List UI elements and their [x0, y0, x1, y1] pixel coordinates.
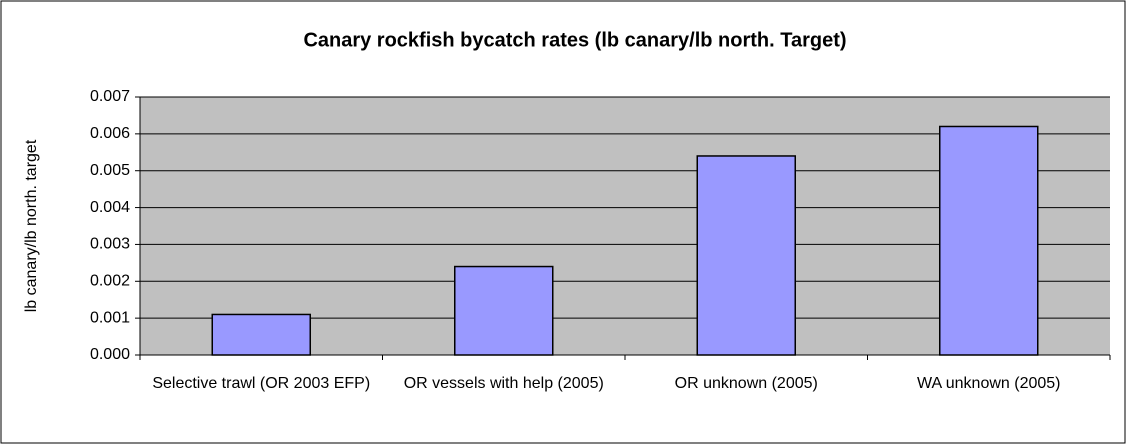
y-tick-label: 0.005 — [90, 162, 130, 179]
x-tick-label: OR unknown (2005) — [674, 375, 818, 392]
x-tick-label: WA unknown (2005) — [917, 375, 1061, 392]
y-tick-label: 0.002 — [90, 273, 130, 290]
bar — [939, 125, 1039, 356]
x-tick-label: OR vessels with help (2005) — [403, 375, 604, 392]
bar — [696, 155, 796, 356]
y-tick-label: 0.004 — [90, 199, 130, 216]
bar — [211, 313, 311, 356]
y-tick-label: 0.001 — [90, 309, 130, 326]
y-tick-label: 0.007 — [90, 88, 130, 105]
bar — [454, 265, 554, 356]
x-tick-label: Selective trawl (OR 2003 EFP) — [152, 375, 371, 392]
y-tick-label: 0.006 — [90, 125, 130, 142]
y-tick-label: 0.003 — [90, 236, 130, 253]
chart-title: Canary rockfish bycatch rates (lb canary… — [303, 29, 846, 51]
y-axis-label: lb canary/lb north. target — [23, 139, 40, 312]
y-tick-label: 0.000 — [90, 346, 130, 363]
